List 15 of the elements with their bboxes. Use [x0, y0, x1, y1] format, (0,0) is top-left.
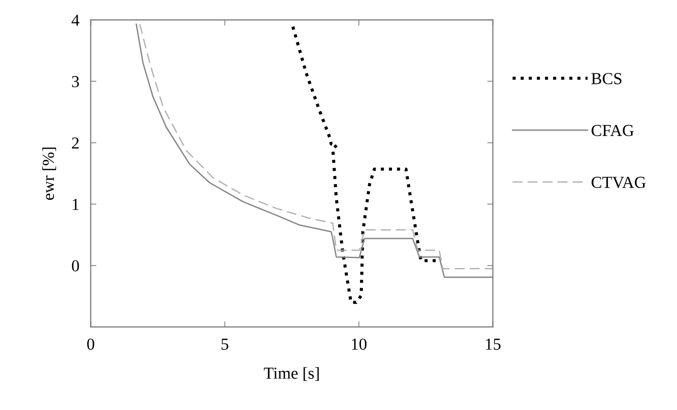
y-tick-label: 3 — [72, 76, 79, 88]
y-tick-label: 1 — [72, 198, 79, 210]
y-axis-title: ewr [%] — [42, 148, 56, 200]
line-series — [291, 25, 438, 304]
y-tick-label: 0 — [72, 260, 79, 272]
x-tick-label: 0 — [87, 338, 94, 350]
legend-label: CTVAG — [592, 176, 646, 188]
x-tick-label: 15 — [486, 338, 501, 350]
y-tick-label: 4 — [72, 14, 80, 26]
x-tick-label: 5 — [222, 338, 228, 350]
legend-label: BCS — [591, 73, 622, 84]
x-axis-title: Time [s] — [264, 367, 319, 381]
legend-label: CFAG — [592, 124, 634, 136]
y-tick-label: 2 — [72, 137, 79, 149]
x-tick-label: 10 — [352, 338, 367, 350]
